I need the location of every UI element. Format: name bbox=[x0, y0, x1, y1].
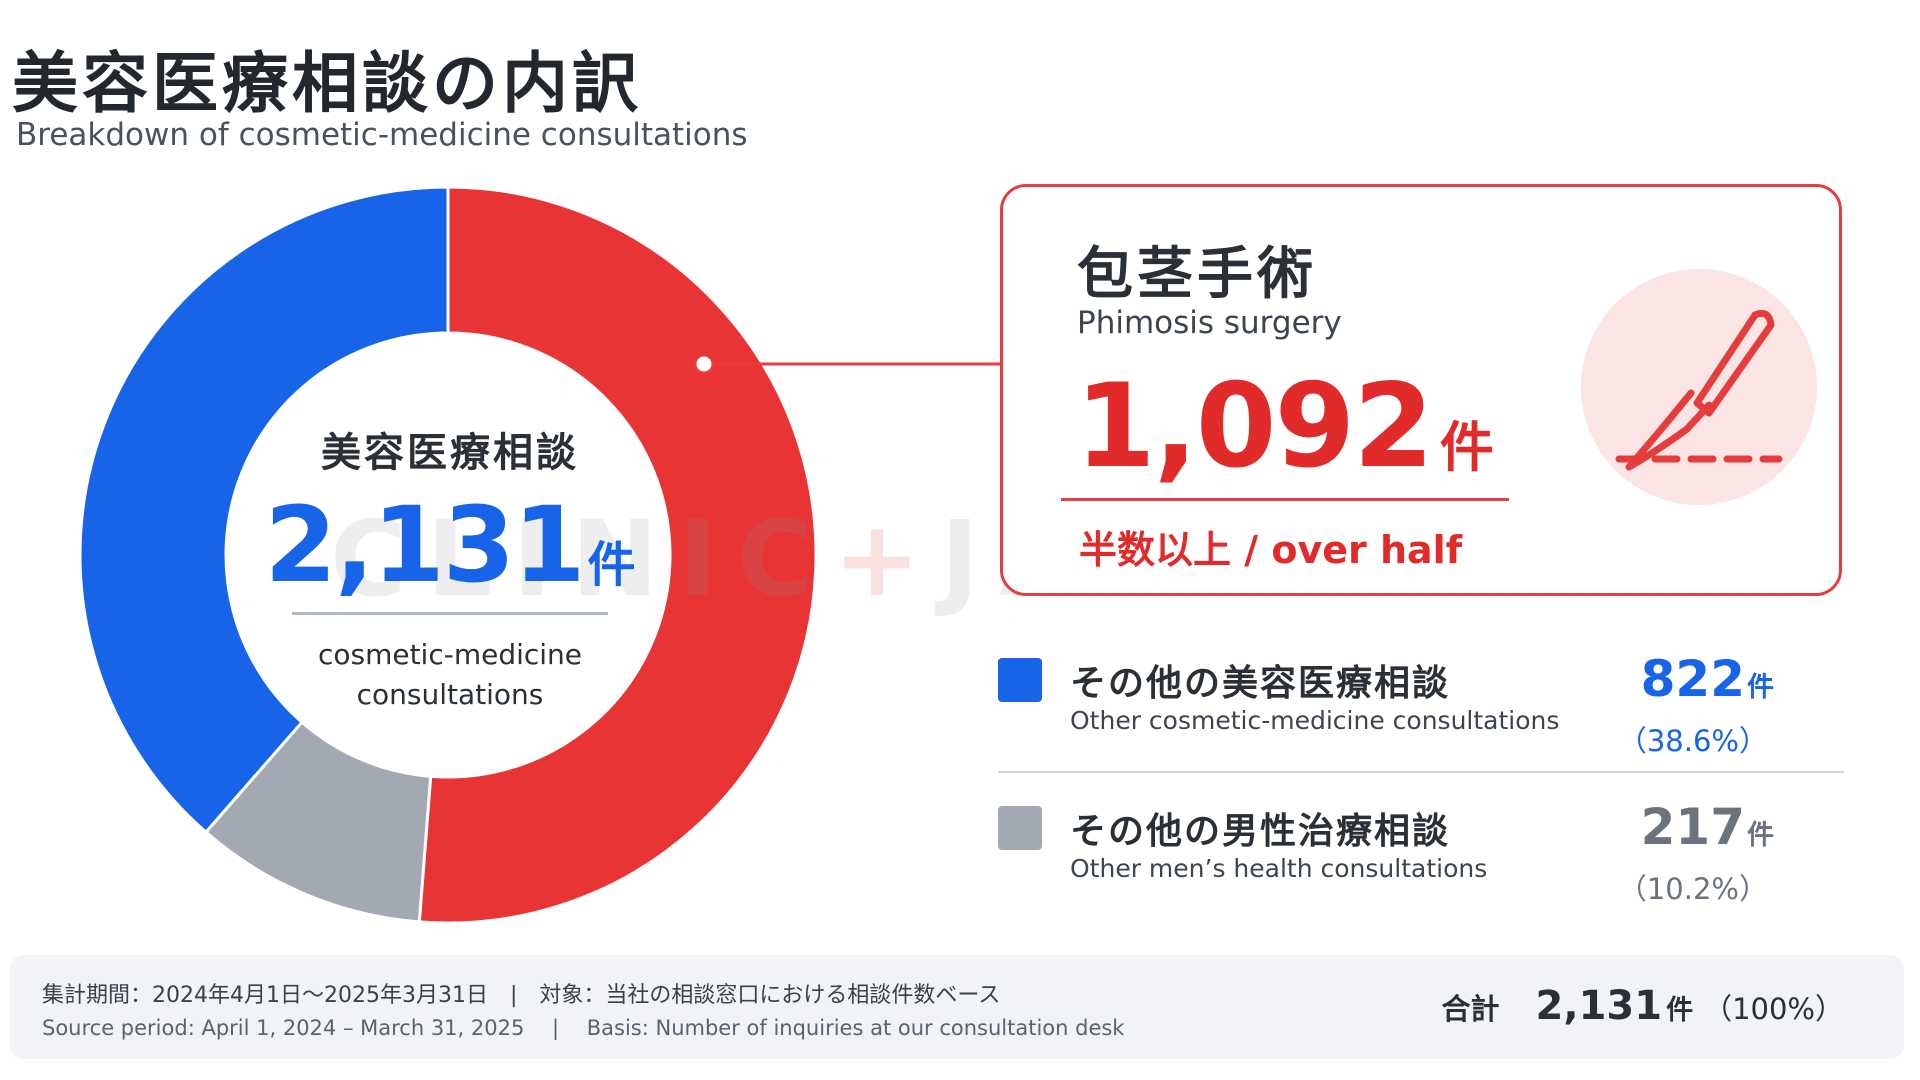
legend-divider bbox=[998, 771, 1844, 773]
legend-percent: （10.2%） bbox=[1617, 872, 1768, 906]
footer-total-unit: 件 bbox=[1666, 995, 1694, 1026]
legend-label-jp: その他の男性治療相談 bbox=[1070, 811, 1451, 852]
callout-connector-dot bbox=[693, 353, 715, 375]
legend-item-other-mens-health: その他の男性治療相談 Other men’s health consultati… bbox=[998, 796, 1844, 916]
center-label-en: cosmetic-medicine consultations bbox=[317, 638, 583, 711]
footer-total-value: 2,131 bbox=[1535, 983, 1663, 1029]
callout-value: 1,092 件 bbox=[1075, 359, 1494, 494]
callout-title-en: Phimosis surgery bbox=[1077, 305, 1342, 341]
donut-slice-0 bbox=[417, 185, 818, 925]
scalpel-icon bbox=[1581, 269, 1817, 505]
legend-value-number: 822 bbox=[1640, 650, 1745, 708]
center-total-value: 2,131 bbox=[264, 484, 586, 606]
phimosis-callout-card: 包茎手術 Phimosis surgery 1,092 件 半数以上 / over… bbox=[1000, 184, 1842, 596]
footer-total-percent: （100%） bbox=[1703, 992, 1844, 1026]
legend-value: 217件 bbox=[1641, 798, 1774, 856]
center-total-unit: 件 bbox=[587, 537, 636, 593]
legend-value-unit: 件 bbox=[1747, 672, 1774, 703]
footer-total: 合計 2,131 件 （100%） bbox=[1442, 983, 1844, 1029]
page-subtitle: Breakdown of cosmetic-medicine consultat… bbox=[16, 117, 748, 153]
legend-value-number: 217 bbox=[1640, 798, 1745, 856]
legend-label-en: Other cosmetic-medicine consultations bbox=[1070, 706, 1560, 735]
legend-percent: （38.6%） bbox=[1617, 724, 1768, 758]
legend-value: 822件 bbox=[1641, 650, 1774, 708]
donut-center-label: 美容医療相談 2,131件 cosmetic-medicine consulta… bbox=[240, 420, 660, 715]
legend-swatch-blue bbox=[998, 658, 1042, 702]
footer-source-en: Source period: April 1, 2024 – March 31,… bbox=[42, 1016, 1125, 1040]
callout-value-unit: 件 bbox=[1439, 416, 1494, 479]
footer-bar: 集計期間：2024年4月1日〜2025年3月31日 | 対象：当社の相談窓口にお… bbox=[10, 955, 1904, 1059]
legend-item-other-cosmetic: その他の美容医療相談 Other cosmetic-medicine consu… bbox=[998, 648, 1844, 768]
legend-value-unit: 件 bbox=[1747, 820, 1774, 851]
footer-total-label: 合計 bbox=[1441, 992, 1500, 1026]
donut-slice-2 bbox=[78, 185, 450, 835]
footer-source-jp: 集計期間：2024年4月1日〜2025年3月31日 | 対象：当社の相談窓口にお… bbox=[42, 983, 1001, 1008]
legend-label-en: Other men’s health consultations bbox=[1070, 854, 1488, 883]
center-total: 2,131件 bbox=[240, 484, 660, 606]
callout-note: 半数以上 / over half bbox=[1079, 528, 1463, 572]
callout-divider bbox=[1061, 498, 1509, 501]
legend-swatch-gray bbox=[998, 806, 1042, 850]
legend-label-jp: その他の美容医療相談 bbox=[1070, 663, 1451, 704]
callout-title-jp: 包茎手術 bbox=[1077, 242, 1317, 307]
callout-value-number: 1,092 bbox=[1075, 359, 1434, 494]
center-label-jp: 美容医療相談 bbox=[321, 430, 579, 476]
page-title: 美容医療相談の内訳 bbox=[12, 45, 642, 122]
center-divider bbox=[292, 612, 608, 615]
